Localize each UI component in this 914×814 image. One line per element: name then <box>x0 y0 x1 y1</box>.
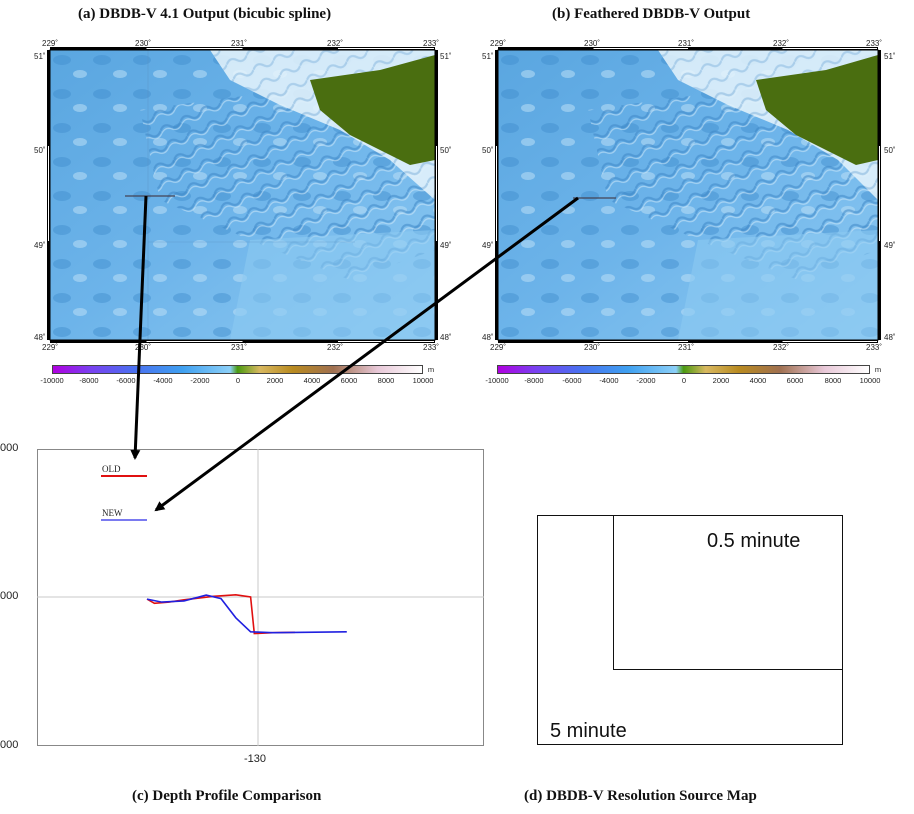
profile-y-tick-2: 000 <box>0 739 19 751</box>
arrow-from-map-b <box>154 196 579 512</box>
colorbar-b-tick-7: 4000 <box>749 376 767 385</box>
map-b-frame-left <box>495 50 498 340</box>
legend-label-old: OLD <box>102 464 121 474</box>
colorbar-b-tick-0: -10000 <box>485 376 509 385</box>
map-b-lon-bot-2: 231˚ <box>678 343 695 352</box>
colorbar-b-tick-5: 0 <box>681 376 687 385</box>
map-b-lat-right-3: 48˚ <box>884 333 896 342</box>
resolution-coarse-label: 5 minute <box>550 720 627 742</box>
map-a-lat-right-3: 48˚ <box>440 333 452 342</box>
map-a-lon-top-1: 230˚ <box>135 39 152 48</box>
map-b-lon-bot-0: 229˚ <box>490 343 507 352</box>
map-a-lat-left-1: 50˚ <box>34 146 46 155</box>
colorbar-a <box>52 365 423 374</box>
map-panel-b <box>495 47 881 343</box>
colorbar-b-tick-4: -2000 <box>636 376 656 385</box>
legend-label-new: NEW <box>102 508 123 518</box>
map-a-lat-right-0: 51˚ <box>440 52 452 61</box>
map-a-lon-bot-0: 229˚ <box>42 343 59 352</box>
map-b-lon-bot-1: 230˚ <box>584 343 601 352</box>
map-b-frame-right <box>878 50 881 340</box>
land-mass-a <box>310 55 435 165</box>
colorbar-b-tick-8: 6000 <box>786 376 804 385</box>
colorbar-a-tick-9: 8000 <box>377 376 395 385</box>
arrow-from-map-a <box>130 195 148 460</box>
map-a-graphic <box>49 49 436 341</box>
map-a-lat-left-0: 51˚ <box>34 52 46 61</box>
colorbar-b-tick-1: -8000 <box>524 376 544 385</box>
colorbar-b-unit: m <box>874 365 882 374</box>
map-b-lat-left-1: 50˚ <box>482 146 494 155</box>
map-panel-a <box>47 47 438 343</box>
map-b-frame-top <box>498 47 878 50</box>
map-b-lon-top-1: 230˚ <box>584 39 601 48</box>
colorbar-a-tick-4: -2000 <box>190 376 210 385</box>
colorbar-a-tick-2: -6000 <box>116 376 136 385</box>
colorbar-a-tick-6: 2000 <box>266 376 284 385</box>
colorbar-a-unit: m <box>427 365 435 374</box>
map-a-frame-bottom <box>50 340 435 343</box>
map-b-lon-top-3: 232˚ <box>773 39 790 48</box>
colorbar-b-tick-3: -4000 <box>599 376 619 385</box>
map-b-frame-bottom <box>498 340 878 343</box>
caption-panel-d: (d) DBDB-V Resolution Source Map <box>524 788 757 804</box>
map-a-lon-bot-4: 233˚ <box>423 343 440 352</box>
profile-x-tick-0: -130 <box>244 753 267 765</box>
map-a-frame-right <box>435 50 438 340</box>
map-a-lat-left-2: 49˚ <box>34 241 46 250</box>
map-b-lat-left-0: 51˚ <box>482 52 494 61</box>
profile-y-tick-0: 000 <box>0 442 19 454</box>
map-b-lat-left-2: 49˚ <box>482 241 494 250</box>
map-b-lat-right-1: 50˚ <box>884 146 896 155</box>
map-b-graphic <box>497 49 879 341</box>
colorbar-a-tick-1: -8000 <box>79 376 99 385</box>
map-b-lat-left-3: 48˚ <box>482 333 494 342</box>
map-a-lon-bot-3: 232˚ <box>327 343 344 352</box>
caption-panel-b: (b) Feathered DBDB-V Output <box>552 6 751 22</box>
colorbar-a-tick-5: 0 <box>235 376 241 385</box>
colorbar-b-tick-2: -6000 <box>562 376 582 385</box>
resolution-map-fine-region <box>613 515 843 670</box>
colorbar-b-tick-6: 2000 <box>712 376 730 385</box>
map-b-lon-bot-3: 232˚ <box>773 343 790 352</box>
map-a-lon-bot-2: 231˚ <box>231 343 248 352</box>
map-a-lat-right-2: 49˚ <box>440 241 452 250</box>
map-a-frame-left <box>47 50 50 340</box>
map-b-lon-bot-4: 233˚ <box>866 343 883 352</box>
caption-panel-c: (c) Depth Profile Comparison <box>132 788 322 804</box>
caption-panel-a: (a) DBDB-V 4.1 Output (bicubic spline) <box>78 6 332 22</box>
resolution-fine-label: 0.5 minute <box>707 530 801 552</box>
map-b-lat-right-0: 51˚ <box>884 52 896 61</box>
map-a-lat-left-3: 48˚ <box>34 333 46 342</box>
map-a-lat-right-1: 50˚ <box>440 146 452 155</box>
map-a-lon-top-2: 231˚ <box>231 39 248 48</box>
colorbar-a-tick-0: -10000 <box>40 376 64 385</box>
land-mass-b <box>756 55 878 165</box>
profile-y-tick-1: 000 <box>0 590 19 602</box>
map-b-lon-top-2: 231˚ <box>678 39 695 48</box>
map-a-lon-top-0: 229˚ <box>42 39 59 48</box>
map-b-lon-top-4: 233˚ <box>866 39 883 48</box>
map-a-lon-bot-1: 230˚ <box>135 343 152 352</box>
profile-series-layer <box>146 593 347 635</box>
colorbar-b-tick-10: 10000 <box>859 376 881 385</box>
colorbar-a-tick-10: 10000 <box>412 376 434 385</box>
profile-series-new <box>146 594 347 634</box>
map-b-lat-right-2: 49˚ <box>884 241 896 250</box>
map-a-lon-top-4: 233˚ <box>423 39 440 48</box>
map-a-frame-top <box>50 47 435 50</box>
colorbar-a-tick-8: 6000 <box>340 376 358 385</box>
map-b-lon-top-0: 229˚ <box>490 39 507 48</box>
colorbar-b-tick-9: 8000 <box>824 376 842 385</box>
colorbar-b <box>497 365 870 374</box>
map-a-lon-top-3: 232˚ <box>327 39 344 48</box>
colorbar-a-tick-7: 4000 <box>303 376 321 385</box>
colorbar-a-tick-3: -4000 <box>153 376 173 385</box>
